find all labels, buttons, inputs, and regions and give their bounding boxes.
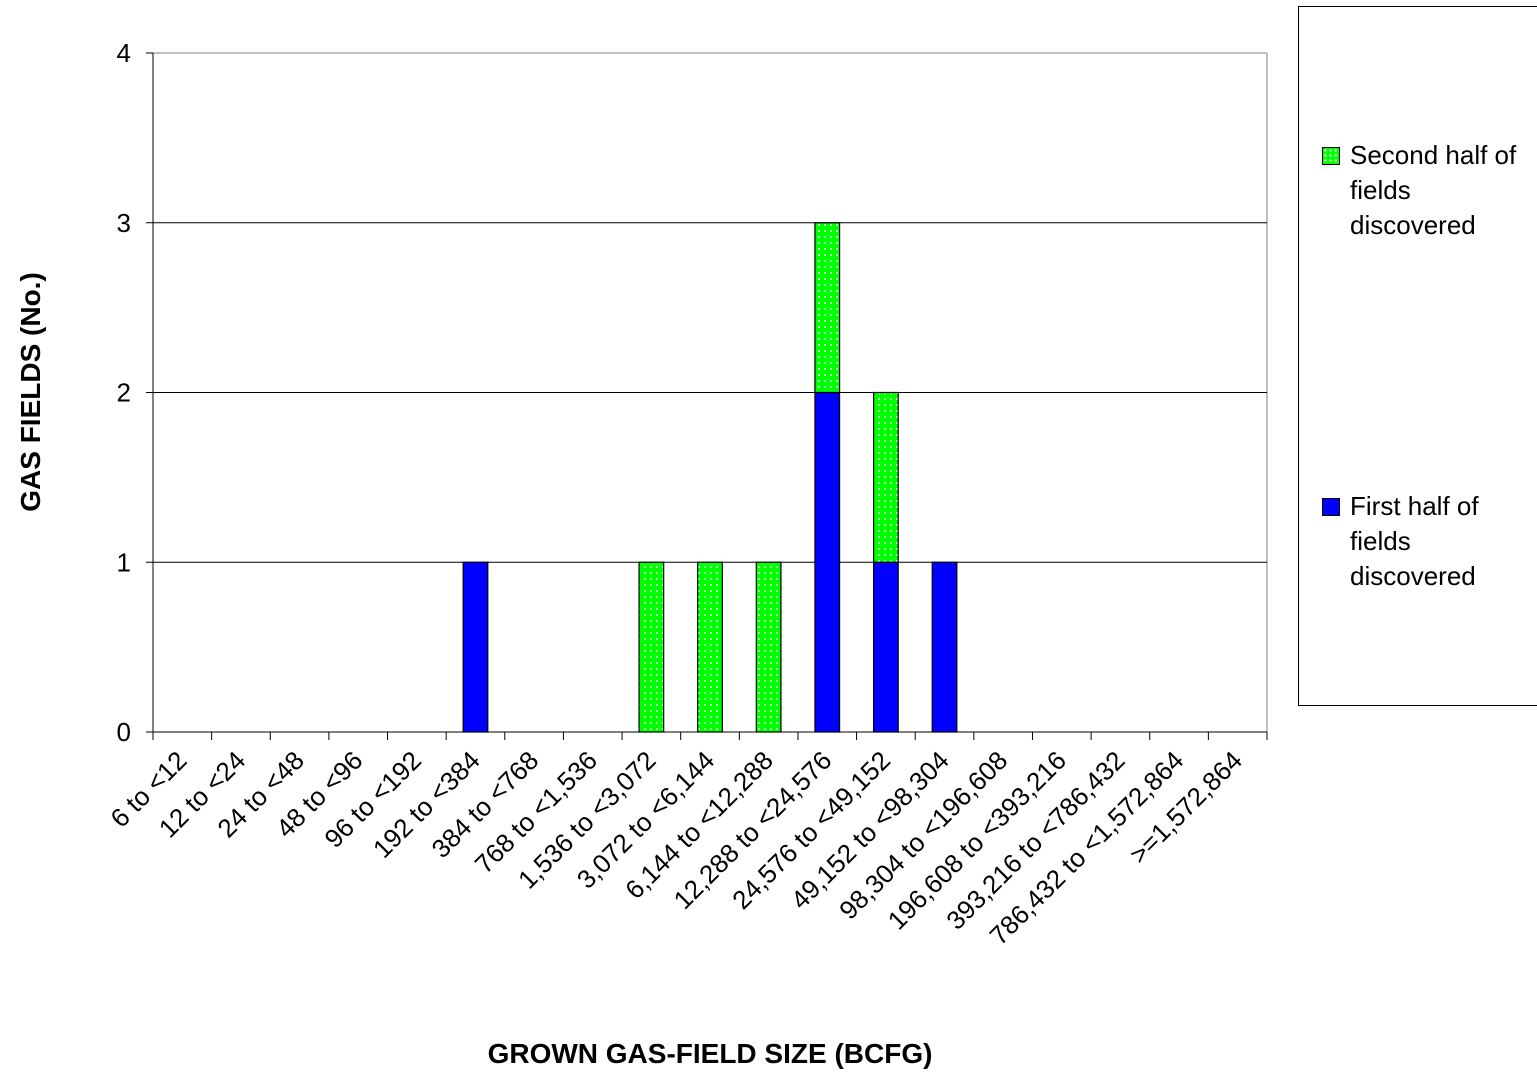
x-axis-title: GROWN GAS-FIELD SIZE (BCFG): [488, 1038, 933, 1069]
legend-entry-second-half: Second half of fields discovered: [1322, 138, 1532, 243]
bar-first-half: [462, 561, 489, 733]
bar-second-half: [755, 561, 782, 733]
y-tick-label: 4: [117, 38, 131, 68]
legend-label-first-half: First half of fields discovered: [1350, 491, 1479, 591]
y-axis-title: GAS FIELDS (No.): [15, 272, 46, 512]
axes: [146, 52, 1268, 740]
bar-second-half: [638, 561, 665, 733]
bar-first-half: [814, 391, 841, 733]
legend-swatch-blue: [1322, 498, 1340, 516]
legend: Second half of fields discovered First h…: [1298, 6, 1537, 706]
bar-second-half: [697, 561, 723, 733]
bar-second-half: [814, 222, 841, 394]
bar-first-half: [931, 561, 958, 733]
y-tick-label: 1: [117, 547, 131, 577]
bar-first-half: [872, 561, 899, 733]
legend-label-second-half: Second half of fields discovered: [1350, 140, 1517, 240]
legend-swatch-green: [1322, 147, 1340, 165]
legend-entry-first-half: First half of fields discovered: [1322, 489, 1532, 594]
y-tick-label: 0: [117, 717, 131, 747]
bar-second-half: [872, 391, 899, 563]
y-tick-label: 2: [117, 378, 131, 408]
y-tick-label: 3: [117, 208, 131, 238]
bars: [462, 222, 958, 733]
